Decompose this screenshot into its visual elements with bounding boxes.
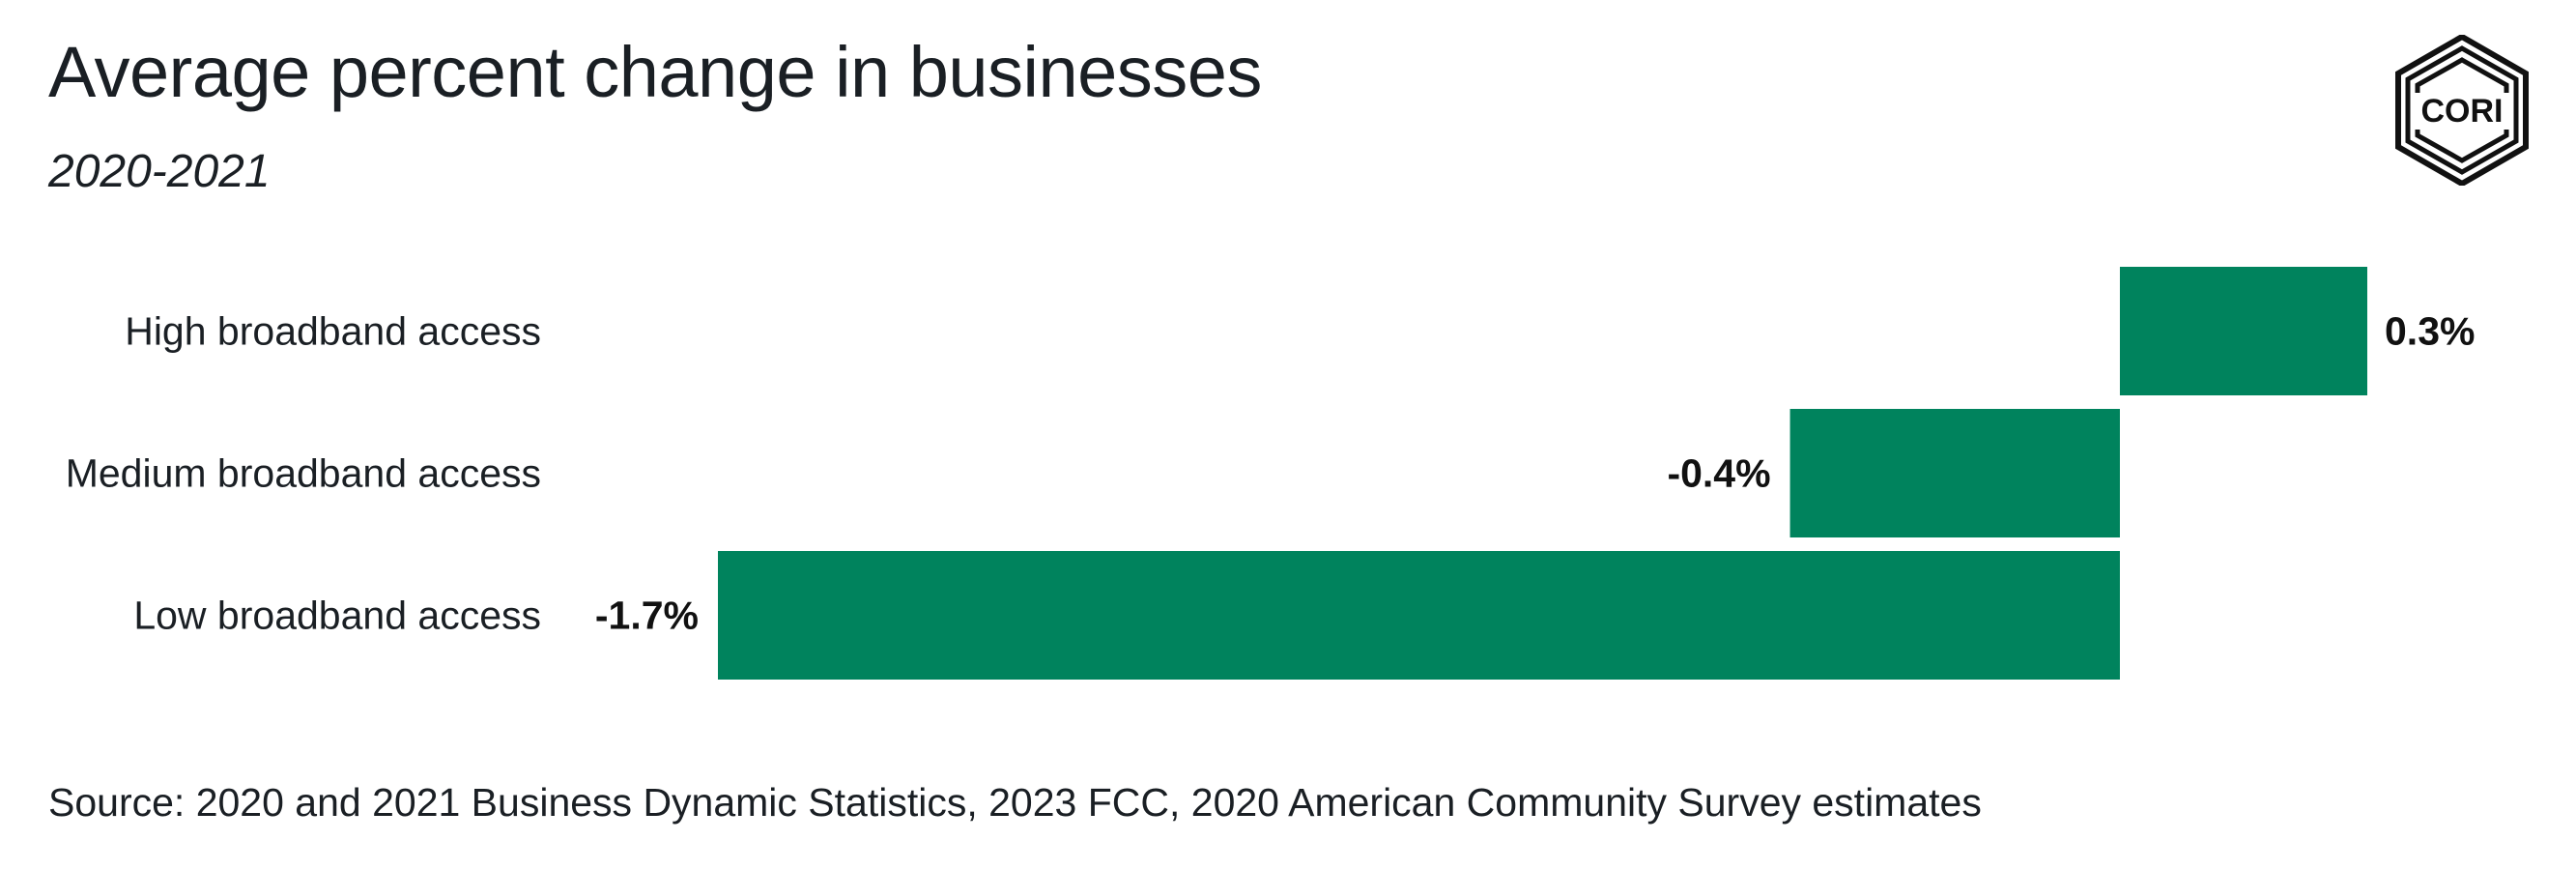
value-label: -1.7% [595, 594, 699, 638]
value-label: -0.4% [1667, 451, 1770, 496]
cori-logo-icon: CORI [2395, 35, 2529, 186]
chart-title: Average percent change in businesses [48, 32, 1262, 112]
category-label: Medium broadband access [66, 451, 541, 496]
bar [718, 551, 2120, 680]
chart-subtitle: 2020-2021 [48, 146, 271, 197]
value-label: 0.3% [2385, 309, 2475, 354]
category-label: Low broadband access [133, 594, 541, 638]
bar [2119, 267, 2367, 395]
source-note: Source: 2020 and 2021 Business Dynamic S… [48, 780, 1982, 825]
category-label: High broadband access [125, 309, 541, 354]
bar-chart: High broadband access 0.3% Medium broadban… [66, 267, 2475, 680]
bar [1789, 409, 2120, 537]
svg-text:CORI: CORI [2421, 93, 2504, 130]
